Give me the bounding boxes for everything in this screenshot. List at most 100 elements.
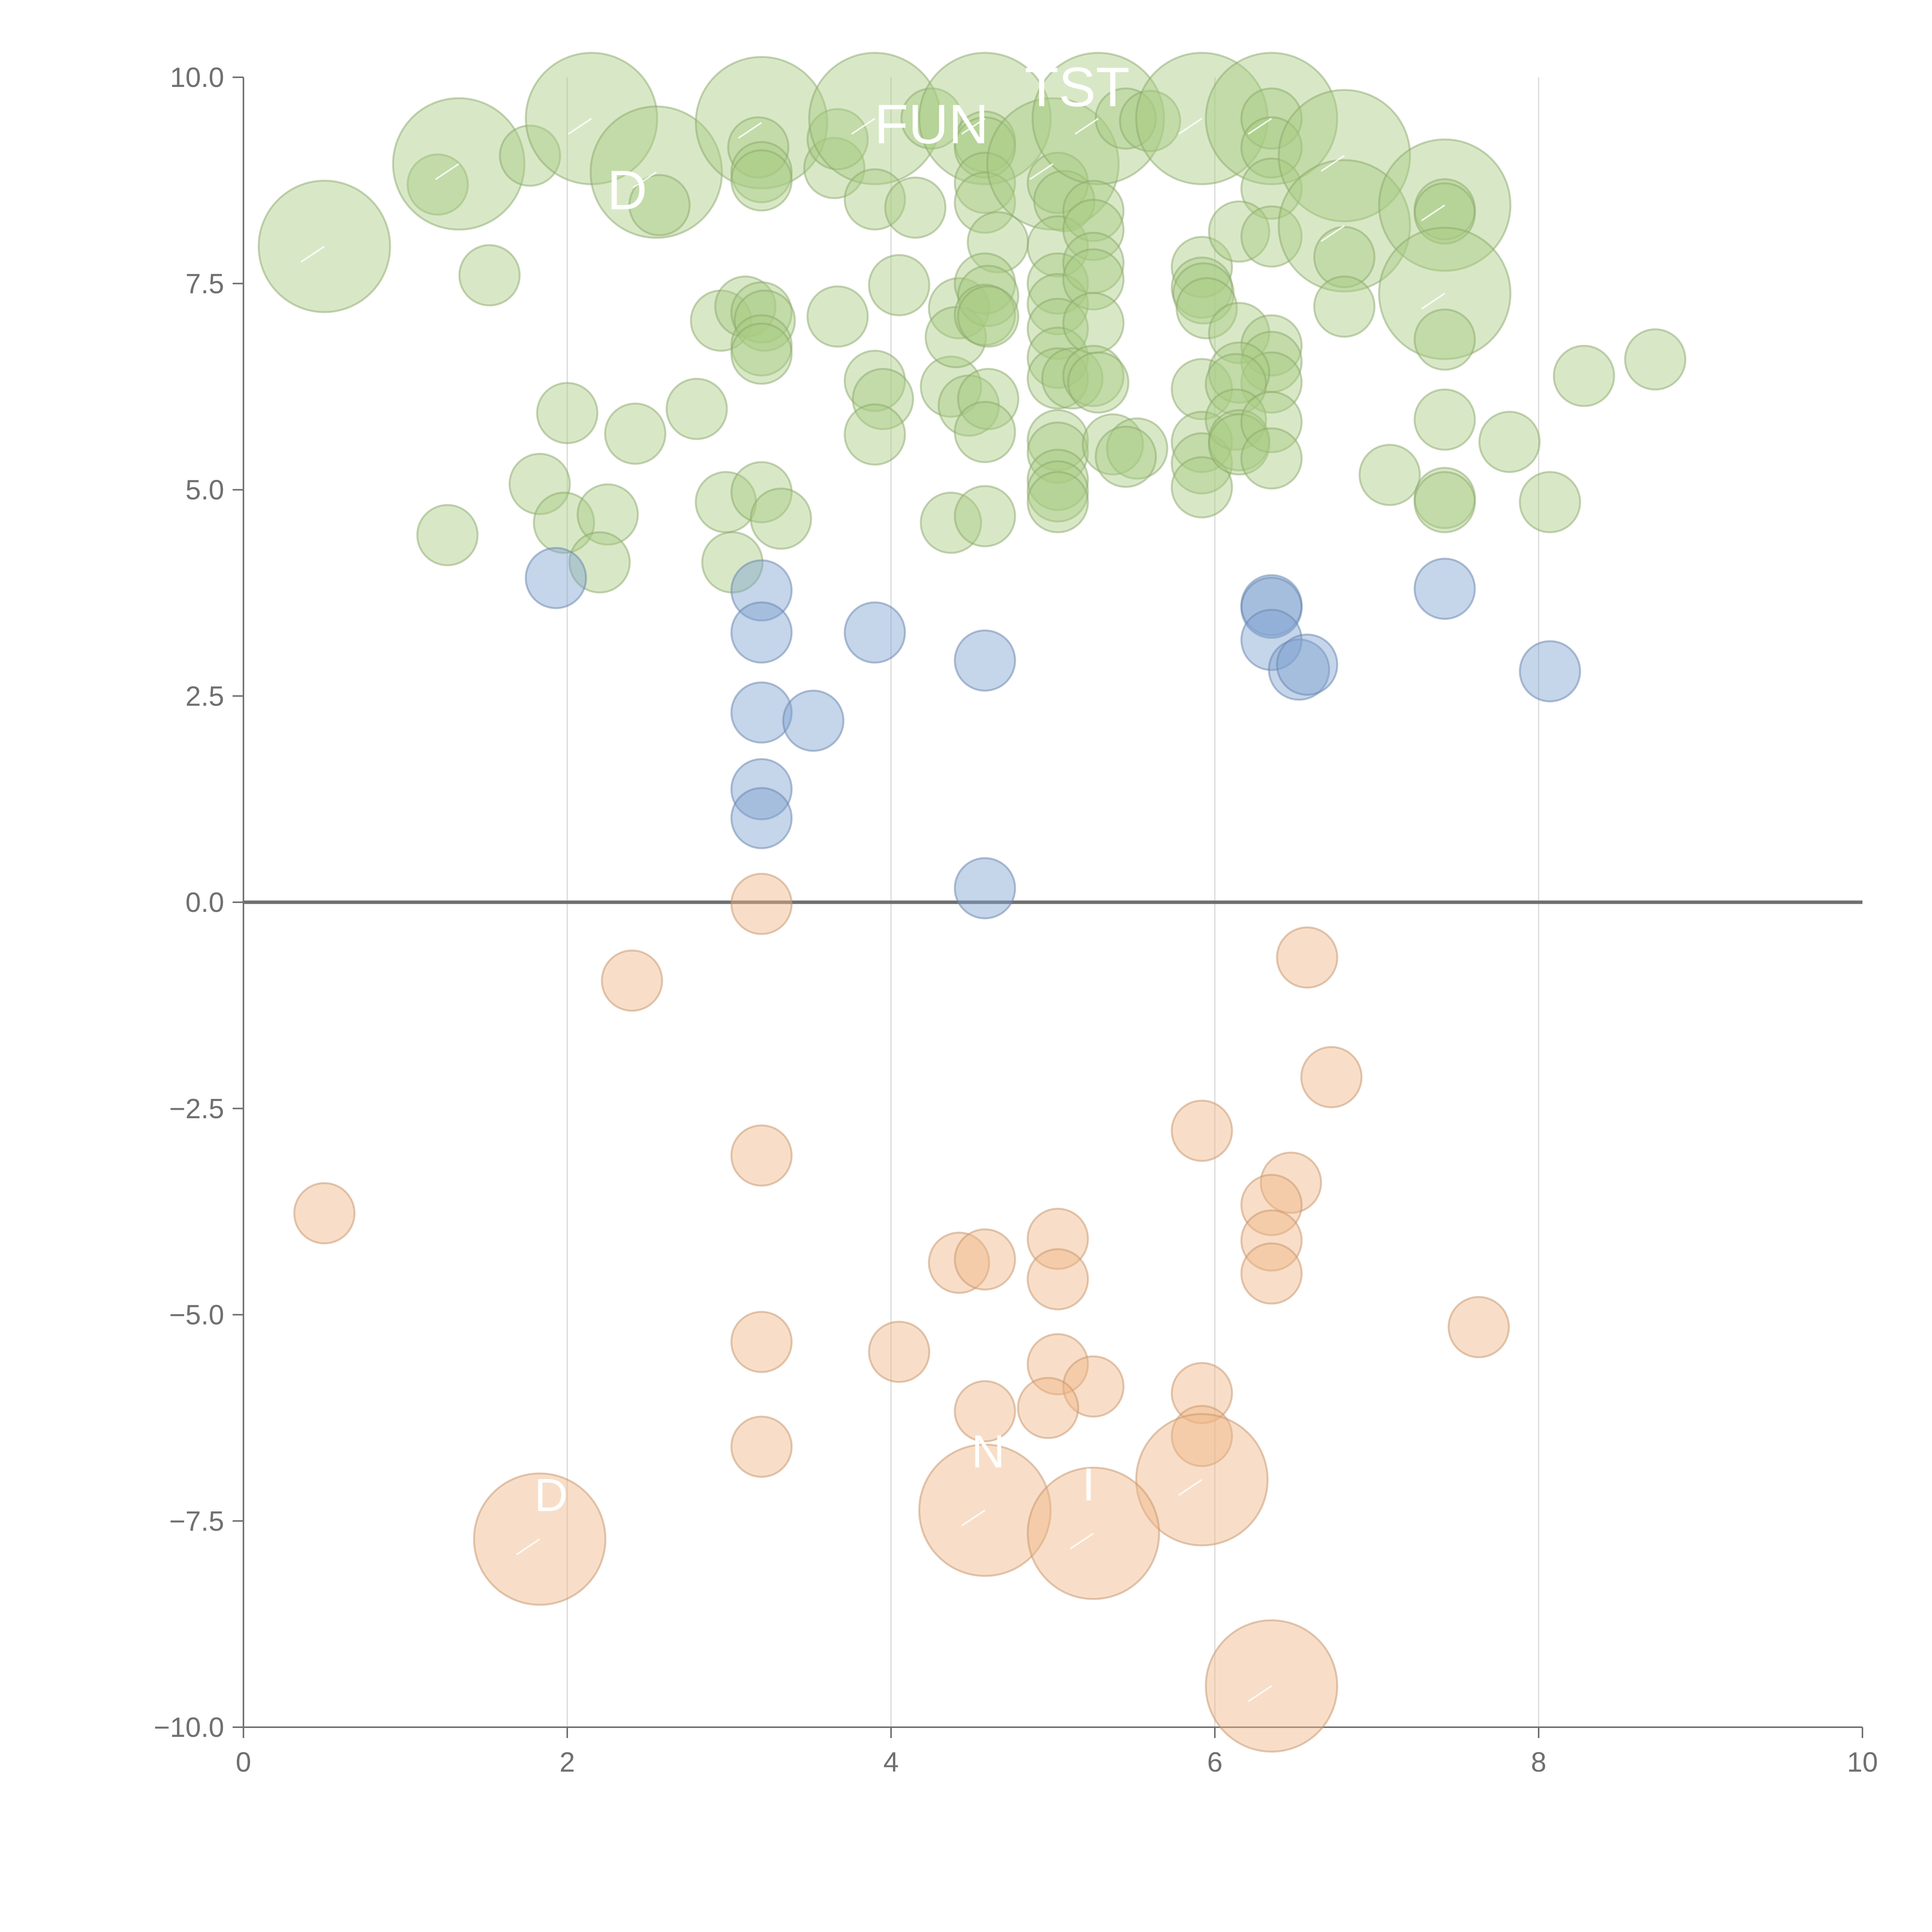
bubble bbox=[733, 289, 796, 352]
bubble bbox=[1204, 388, 1267, 451]
bubble-label: D bbox=[607, 159, 647, 221]
label-leader-line bbox=[568, 118, 592, 135]
label-leader-line bbox=[633, 171, 657, 189]
y-tick-label: 7.5 bbox=[185, 269, 224, 299]
bubble bbox=[1062, 248, 1125, 311]
y-tick-label: −2.5 bbox=[169, 1094, 224, 1124]
bubble bbox=[1062, 292, 1125, 354]
bubble bbox=[1276, 633, 1338, 696]
label-leader-line bbox=[1248, 1685, 1272, 1702]
label-leader-line bbox=[1070, 1532, 1094, 1549]
bubble bbox=[1017, 1377, 1079, 1439]
bubble bbox=[1240, 205, 1303, 268]
bubble bbox=[1359, 444, 1421, 506]
bubble bbox=[536, 382, 599, 444]
bubble bbox=[1062, 180, 1125, 242]
x-tick-label: 0 bbox=[236, 1747, 251, 1778]
x-tick-label: 6 bbox=[1207, 1747, 1223, 1778]
bubble bbox=[1478, 411, 1541, 473]
bubble bbox=[1119, 90, 1181, 152]
bubble bbox=[928, 1231, 990, 1294]
bubble bbox=[1276, 926, 1338, 989]
bubble bbox=[727, 116, 789, 179]
x-tick-label: 2 bbox=[560, 1747, 575, 1778]
bubble bbox=[844, 168, 906, 231]
bubble bbox=[730, 149, 793, 212]
bubble bbox=[954, 1380, 1016, 1442]
bubble bbox=[730, 758, 793, 821]
bubble bbox=[1553, 345, 1615, 407]
label-leader-line bbox=[961, 1509, 986, 1527]
bubble bbox=[1240, 314, 1303, 377]
bubble bbox=[604, 402, 667, 465]
bubble bbox=[458, 244, 521, 306]
bubble bbox=[1313, 226, 1376, 288]
bubble bbox=[730, 872, 793, 935]
y-tick-label: 5.0 bbox=[185, 475, 224, 506]
bubble bbox=[920, 492, 982, 554]
bubble bbox=[844, 601, 906, 664]
bubble bbox=[844, 403, 906, 466]
y-tick-label: −7.5 bbox=[169, 1506, 224, 1537]
bubble bbox=[1027, 1333, 1089, 1396]
bubble bbox=[1027, 409, 1089, 471]
bubble bbox=[730, 314, 793, 377]
bubble bbox=[1240, 577, 1303, 639]
bubble bbox=[1027, 252, 1089, 315]
y-tick-label: 2.5 bbox=[185, 681, 224, 712]
bubble bbox=[868, 1321, 930, 1383]
x-tick-label: 4 bbox=[883, 1747, 899, 1778]
bubble bbox=[1447, 1296, 1510, 1359]
label-leader-line bbox=[516, 1538, 540, 1555]
bubble bbox=[1413, 471, 1476, 534]
bubble bbox=[954, 151, 1016, 214]
bubble bbox=[1170, 456, 1233, 519]
bubble bbox=[568, 531, 631, 594]
bubble bbox=[900, 87, 963, 150]
bubble bbox=[1413, 558, 1476, 620]
bubble bbox=[1240, 1209, 1303, 1272]
bubble bbox=[884, 176, 947, 239]
bubble bbox=[1413, 182, 1476, 245]
label-leader-line bbox=[1321, 225, 1345, 242]
bubble bbox=[509, 453, 571, 515]
bubble bbox=[1300, 1046, 1363, 1109]
bubble bbox=[577, 483, 639, 546]
bubble bbox=[1027, 471, 1089, 534]
bubble bbox=[1082, 413, 1144, 476]
bubble-label: FUN bbox=[874, 93, 989, 155]
bubble bbox=[1170, 432, 1233, 495]
label-leader-line bbox=[1178, 1479, 1202, 1496]
bubble bbox=[730, 1415, 793, 1478]
label-leader-line bbox=[1421, 204, 1446, 221]
bubble bbox=[730, 601, 793, 664]
bubble bbox=[1413, 388, 1476, 451]
bubble bbox=[1240, 427, 1303, 490]
bubble bbox=[1027, 273, 1089, 335]
bubble bbox=[844, 350, 906, 412]
label-leader-line bbox=[1321, 155, 1345, 172]
bubble bbox=[1624, 328, 1687, 391]
x-tick-label: 10 bbox=[1847, 1747, 1878, 1778]
y-tick-label: −10.0 bbox=[154, 1712, 224, 1743]
bubble bbox=[954, 1228, 1016, 1291]
y-tick-label: −5.0 bbox=[169, 1300, 224, 1331]
bubble bbox=[806, 108, 869, 170]
series-2 bbox=[293, 872, 1510, 1753]
bubble-label: I bbox=[1082, 1459, 1095, 1510]
bubble bbox=[730, 322, 793, 385]
annotations: FUN TST D N I D bbox=[301, 56, 1446, 1702]
bubble bbox=[525, 547, 587, 609]
bubble bbox=[750, 487, 812, 550]
bubble bbox=[957, 285, 1019, 348]
bubble bbox=[628, 174, 691, 236]
bubble bbox=[730, 787, 793, 849]
bubble bbox=[1027, 215, 1089, 278]
bubble bbox=[406, 153, 469, 216]
bubble bbox=[954, 629, 1016, 692]
bubble bbox=[954, 284, 1016, 346]
bubble bbox=[416, 504, 479, 566]
bubble bbox=[1519, 471, 1581, 534]
bubble bbox=[1240, 1174, 1303, 1236]
bubble bbox=[954, 116, 1016, 179]
